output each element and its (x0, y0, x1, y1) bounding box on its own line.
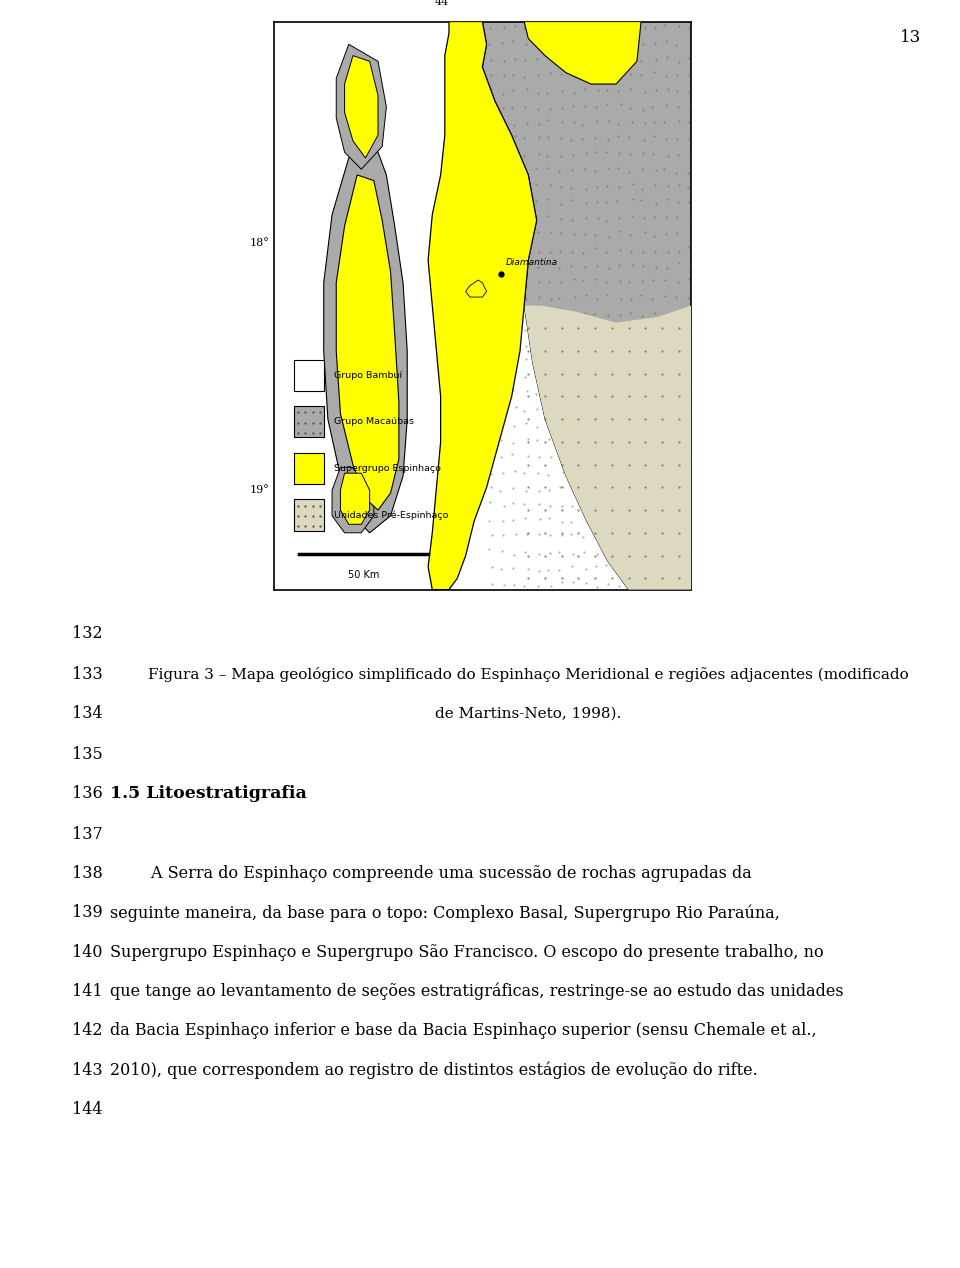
Text: 135: 135 (72, 746, 103, 763)
Text: da Bacia Espinhaço inferior e base da Bacia Espinhaço superior (sensu Chemale et: da Bacia Espinhaço inferior e base da Ba… (110, 1022, 817, 1040)
Text: Supergrupo Espinhaço e Supergrupo São Francisco. O escopo do presente trabalho, : Supergrupo Espinhaço e Supergrupo São Fr… (110, 943, 824, 961)
Text: 141: 141 (72, 983, 103, 1000)
Polygon shape (332, 468, 373, 533)
Text: de Martins-Neto, 1998).: de Martins-Neto, 1998). (435, 706, 621, 721)
Polygon shape (524, 306, 691, 590)
Text: 44°: 44° (435, 0, 455, 8)
Text: Diamantina: Diamantina (505, 257, 558, 268)
Polygon shape (336, 44, 386, 169)
Polygon shape (341, 473, 370, 524)
Text: Grupo Bambuí: Grupo Bambuí (334, 370, 402, 379)
Text: 140: 140 (72, 943, 103, 961)
Text: Unidades Pré-Espinhaço: Unidades Pré-Espinhaço (334, 510, 448, 520)
Text: 18°: 18° (250, 238, 270, 249)
FancyBboxPatch shape (295, 360, 324, 391)
Polygon shape (428, 22, 537, 590)
Text: 132: 132 (72, 625, 103, 643)
Text: 144: 144 (72, 1101, 103, 1118)
Text: Figura 3 – Mapa geológico simplificado do Espinhaço Meridional e regiões adjacen: Figura 3 – Mapa geológico simplificado d… (148, 667, 908, 682)
Text: 50 Km: 50 Km (348, 571, 379, 581)
Text: 19°: 19° (250, 486, 270, 496)
Text: 133: 133 (72, 666, 103, 683)
Text: 136: 136 (72, 785, 103, 803)
Text: 138: 138 (72, 865, 103, 883)
FancyBboxPatch shape (295, 406, 324, 437)
Text: 134: 134 (72, 705, 103, 723)
Text: 2010), que correspondem ao registro de distintos estágios de evolução do rifte.: 2010), que correspondem ao registro de d… (110, 1061, 758, 1079)
Polygon shape (324, 141, 407, 533)
Polygon shape (336, 175, 398, 510)
Polygon shape (466, 280, 487, 297)
Text: A Serra do Espinhaço compreende uma sucessão de rochas agrupadas da: A Serra do Espinhaço compreende uma suce… (110, 865, 752, 883)
Text: 1.5 Litoestratigrafia: 1.5 Litoestratigrafia (110, 785, 307, 803)
Text: que tange ao levantamento de seções estratigráficas, restringe-se ao estudo das : que tange ao levantamento de seções estr… (110, 983, 844, 1000)
Text: 139: 139 (72, 904, 103, 922)
Text: 143: 143 (72, 1061, 103, 1079)
Polygon shape (482, 22, 691, 590)
FancyBboxPatch shape (295, 500, 324, 530)
Text: seguinte maneira, da base para o topo: Complexo Basal, Supergrupo Rio Paraúna,: seguinte maneira, da base para o topo: C… (110, 904, 780, 922)
Polygon shape (524, 22, 641, 84)
FancyBboxPatch shape (295, 453, 324, 484)
Text: Grupo Macaúbas: Grupo Macaúbas (334, 417, 414, 426)
Text: 13: 13 (900, 29, 922, 46)
Text: 142: 142 (72, 1022, 103, 1040)
Text: 137: 137 (72, 825, 103, 843)
Polygon shape (345, 56, 378, 158)
Text: Supergrupo Espinhaço: Supergrupo Espinhaço (334, 464, 441, 473)
